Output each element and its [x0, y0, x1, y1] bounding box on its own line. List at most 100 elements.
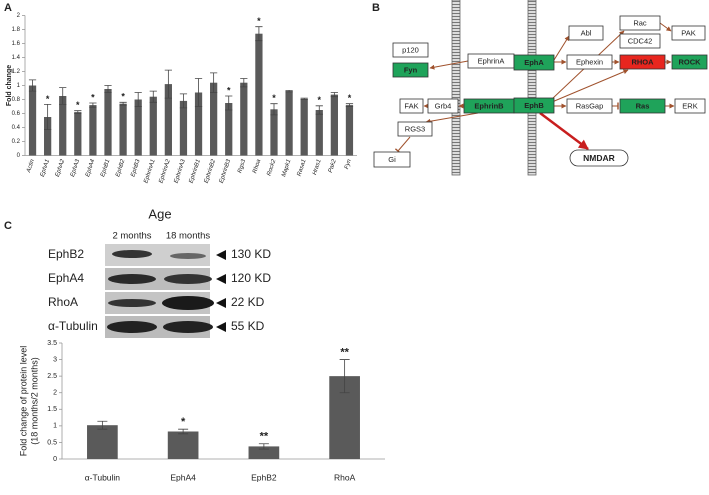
x-tick-label: RhoA — [334, 472, 356, 482]
pathway-node — [619, 15, 661, 31]
error-bar — [285, 90, 293, 93]
y-tick-label: 1.6 — [12, 41, 21, 47]
bar — [167, 431, 199, 459]
x-tick-label: EphA2 — [55, 158, 66, 178]
error-bar — [300, 97, 308, 100]
error-bar — [258, 443, 269, 450]
error-bar — [89, 102, 97, 108]
pathway-node — [674, 98, 706, 114]
x-tick-label: Rhoa — [252, 158, 262, 174]
node-label: RHOA — [631, 57, 654, 66]
node-label: ERK — [682, 101, 697, 110]
pathway-edge — [425, 112, 479, 124]
x-tick-label: EphrinB2 — [204, 158, 218, 184]
bar — [248, 446, 280, 459]
bar — [240, 82, 248, 156]
bar — [28, 85, 37, 156]
significance: * — [272, 93, 276, 103]
pathway-edge — [429, 60, 469, 70]
node-label: EphA — [524, 58, 544, 67]
y-tick-label: 1.8 — [12, 27, 21, 33]
bar — [119, 103, 127, 156]
y-tick-label: 0.8 — [12, 97, 21, 103]
blot-arrow — [216, 274, 226, 284]
bar — [194, 92, 203, 156]
blot-arrow — [216, 250, 226, 260]
pathway-node — [427, 98, 459, 114]
pathway-node — [568, 25, 604, 41]
blot-size: 120 KD — [231, 271, 271, 285]
pathway-node — [619, 98, 666, 114]
pathway-node — [619, 54, 666, 70]
node-label: EphrinB — [474, 101, 504, 110]
bar — [134, 99, 142, 156]
x-tick-label: EphA4 — [170, 472, 196, 482]
error-bar — [240, 78, 248, 88]
bar — [330, 94, 338, 156]
blot-protein: RhoA — [48, 295, 78, 309]
significance: * — [348, 93, 352, 103]
pathway-edge — [539, 112, 589, 150]
significance: * — [181, 416, 186, 428]
blot-protein: EphB2 — [48, 247, 84, 261]
error-bar — [178, 428, 189, 435]
node-label: Gi — [388, 155, 396, 164]
y-tick-label: 1.5 — [47, 406, 57, 413]
error-bar — [270, 103, 278, 116]
significance: * — [257, 16, 261, 26]
y-tick-label: 1.4 — [12, 55, 21, 61]
error-bar — [28, 79, 37, 92]
bar — [300, 98, 308, 156]
significance: ** — [260, 431, 269, 443]
x-tick-label: Rock2 — [266, 158, 277, 177]
bar — [270, 109, 278, 156]
x-tick-label: EphB1 — [100, 159, 111, 178]
pathway-node — [671, 54, 708, 70]
x-tick-label: EphA3 — [70, 158, 81, 178]
membrane — [451, 0, 461, 176]
error-bar — [315, 105, 323, 115]
y-axis-label: Fold change of protein level — [18, 346, 28, 457]
y-tick-label: 2 — [17, 13, 21, 19]
node-label: Ephexin — [576, 57, 603, 66]
blot-size: 55 KD — [231, 319, 265, 333]
significance: ** — [340, 346, 349, 358]
blot-protein: EphA4 — [48, 271, 84, 285]
x-tick-label: EphB3 — [130, 158, 141, 178]
node-label: RasGap — [576, 101, 604, 110]
x-tick-label: EphrinB3 — [219, 158, 233, 184]
blot-arrow — [216, 298, 226, 308]
x-tick-label: Rgs3 — [237, 158, 247, 174]
panel-letter: C — [4, 220, 12, 232]
error-bar — [164, 69, 172, 99]
blot-image — [105, 244, 214, 338]
y-tick-label: 0.6 — [12, 111, 21, 117]
blot-size: 22 KD — [231, 295, 265, 309]
y-axis-label: Fold change — [6, 65, 13, 106]
node-label: EphB — [524, 101, 544, 110]
y-tick-label: 3 — [53, 356, 57, 363]
y-tick-label: 3.5 — [47, 340, 57, 347]
error-bar — [59, 87, 67, 105]
x-tick-label: α-Tubulin — [85, 472, 121, 482]
bar — [179, 100, 188, 156]
bar — [89, 105, 97, 156]
node-label: Grb4 — [435, 101, 452, 110]
bar — [44, 117, 52, 156]
y-tick-label: 0 — [17, 153, 21, 159]
bar — [59, 96, 67, 156]
y-tick-label: 1.2 — [12, 69, 21, 75]
y-tick-label: 0.5 — [47, 439, 57, 446]
significance: * — [121, 92, 125, 102]
error-bar — [119, 101, 127, 106]
blot-column: 18 months — [166, 231, 211, 242]
error-bar — [44, 104, 52, 130]
panel-letter: A — [4, 2, 12, 14]
significance: * — [46, 94, 50, 104]
x-tick-label: EphB2 — [251, 472, 277, 482]
x-tick-label: EphrinA3 — [174, 158, 188, 184]
x-tick-label: EphrinA2 — [158, 158, 172, 184]
x-tick-label: Fyn — [344, 158, 353, 170]
bar — [87, 425, 118, 459]
pathway-edge — [551, 69, 629, 103]
